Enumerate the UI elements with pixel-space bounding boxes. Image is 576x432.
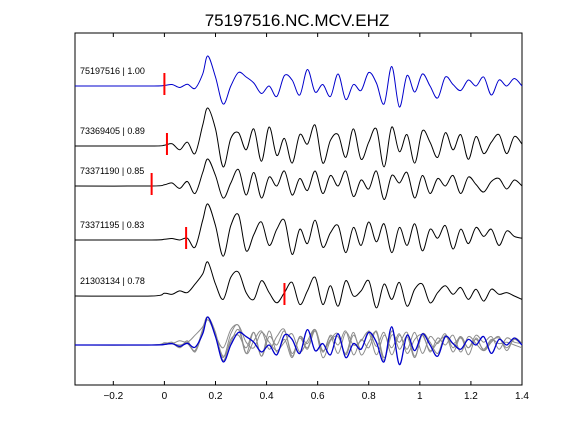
x-tick-label: 0.8: [362, 391, 376, 402]
x-tick-label: 0.6: [311, 391, 325, 402]
trace-line-4: [74, 203, 523, 257]
trace-line-3: [74, 158, 523, 201]
plot-area: 75197516 | 1.00 73369405 | 0.89 73371190 |…: [74, 55, 523, 366]
trace-label-1: 75197516 | 1.00: [80, 66, 145, 76]
x-tick-label: 0.2: [209, 391, 223, 402]
x-axis: −0.2 0 0.2 0.4 0.6 0.8 1 1.2 1.4: [103, 33, 529, 402]
x-tick-label: −0.2: [103, 391, 123, 402]
x-tick-label: 0: [162, 391, 168, 402]
x-tick-label: 1.2: [464, 391, 478, 402]
x-tick-label: 0.4: [260, 391, 274, 402]
trace-line-1: [74, 55, 523, 108]
trace-label-3: 73371190 | 0.85: [80, 166, 144, 176]
overlay-trace-1: [74, 316, 523, 366]
overlay-trace-3: [74, 319, 523, 359]
trace-line-5: [74, 261, 523, 309]
plot-frame: [74, 32, 523, 386]
x-tick-label: 1.4: [515, 391, 529, 402]
trace-label-5: 21303134 | 0.78: [80, 276, 145, 286]
chart-title: 75197516.NC.MCV.EHZ: [205, 11, 390, 30]
trace-label-4: 73371195 | 0.83: [80, 220, 144, 230]
trace-label-2: 73369405 | 0.89: [80, 126, 145, 136]
trace-line-2: [74, 107, 523, 168]
x-tick-label: 1: [417, 391, 423, 402]
